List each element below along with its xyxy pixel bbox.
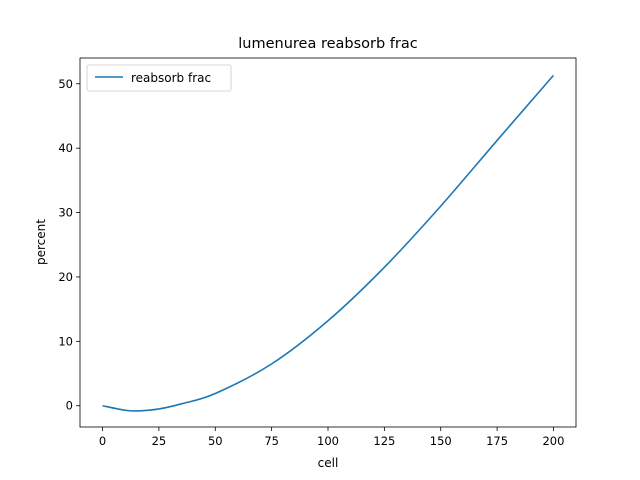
legend: reabsorb frac [86,64,232,92]
y-tick-label: 20 [58,270,73,284]
x-tick-label: 125 [373,434,395,448]
y-axis-label: percent [34,219,48,265]
x-tick-label: 175 [486,434,508,448]
y-tick-label: 40 [58,141,73,155]
x-tick-label: 200 [542,434,564,448]
x-tick-label: 75 [264,434,279,448]
legend-frame [86,64,232,92]
plot-frame [79,57,577,428]
x-tick-label: 0 [99,434,106,448]
x-tick-label: 100 [317,434,339,448]
x-tick-label: 25 [152,434,167,448]
y-tick-label: 30 [58,206,73,220]
plot-area [79,57,577,428]
x-tick-label: 150 [430,434,452,448]
series-line-reabsorb-frac [102,74,555,412]
legend-label: reabsorb frac [131,71,211,85]
x-tick-label: 50 [208,434,223,448]
y-axis: 0 10 20 30 40 50 [58,77,80,413]
y-tick-label: 10 [58,334,73,348]
x-axis-label: cell [318,456,339,470]
chart-title: lumenurea reabsorb frac [238,36,418,52]
y-tick-label: 50 [58,77,73,91]
x-axis: 0 25 50 75 100 125 150 175 200 [99,427,564,448]
y-tick-label: 0 [66,399,73,413]
